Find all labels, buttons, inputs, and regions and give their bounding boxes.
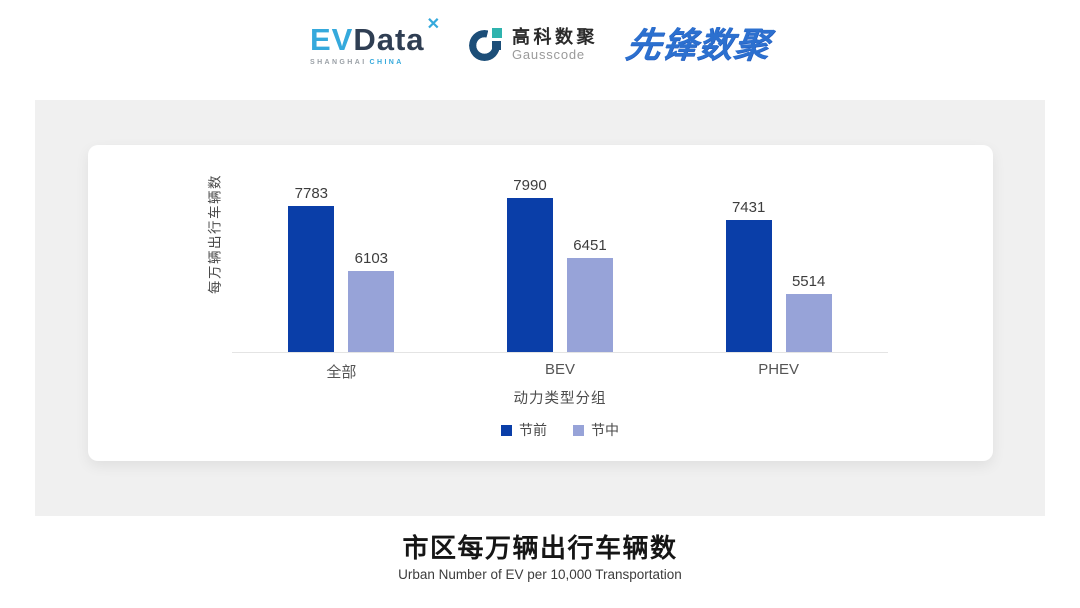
bar-节中-BEV (566, 257, 613, 352)
category-row: 全部 BEV PHEV (232, 361, 888, 382)
bar-value-label: 7783 (294, 185, 329, 203)
category-label-全部: 全部 (326, 364, 357, 381)
bar-wrap: 5514 (785, 191, 832, 352)
category-label-PHEV: PHEV (758, 361, 800, 378)
bar-wrap: 6103 (348, 191, 395, 352)
plot-area: 7783 6103 7990 6451 7431 5514 (232, 178, 888, 353)
bar-value-label: 6451 (573, 236, 607, 254)
bar-group-PHEV: 7431 5514 (725, 191, 832, 352)
gausscode-teal-square-shape (491, 28, 502, 38)
bar-节前-PHEV (725, 219, 772, 352)
evdata-china-text: CHINA (369, 59, 404, 66)
gausscode-en-text: Gausscode (511, 46, 585, 62)
legend-swatch-icon (501, 424, 512, 436)
bar-value-label: 7431 (731, 198, 766, 216)
evdata-logo: EV Data ✕ SHANGHAI CHINA (310, 17, 441, 67)
bar-节前-全部 (288, 206, 335, 352)
bar-value-label: 7990 (513, 177, 547, 195)
legend-label: 节前 (519, 422, 547, 438)
evdata-subcaption: SHANGHAI CHINA (310, 59, 441, 66)
x-axis-label: 动力类型分组 (513, 391, 607, 407)
y-axis-label: 每万辆出行车辆数 (207, 174, 223, 294)
bar-value-label: 5514 (791, 272, 826, 290)
bar-节前-BEV (506, 198, 553, 352)
bar-group-全部: 7783 6103 (288, 186, 395, 352)
legend-item-节前: 节前 (501, 420, 547, 440)
bar-wrap: 7783 (288, 186, 335, 352)
gausscode-cn-text: 高科数聚 (511, 27, 598, 48)
chart-panel: 每万辆出行车辆数 7783 6103 7990 6451 7431 5514 全部 BEV P… (35, 100, 1045, 516)
logo-bar: EV Data ✕ SHANGHAI CHINA 高科数聚 Gausscode 先锋数… (0, 17, 1080, 67)
gausscode-wordmark: 高科数聚 Gausscode (512, 27, 598, 63)
pioneer-logo: 先锋数聚 (623, 25, 773, 65)
bar-wrap: 6451 (566, 191, 613, 352)
legend-item-节中: 节中 (573, 420, 619, 440)
gausscode-g-icon (468, 28, 503, 62)
chart-card: 每万辆出行车辆数 7783 6103 7990 6451 7431 5514 全部 BEV P… (88, 145, 993, 461)
evdata-shanghai-text: SHANGHAI (310, 59, 367, 66)
gausscode-logo: 高科数聚 Gausscode (468, 27, 598, 63)
evdata-ev-text: EV (310, 22, 354, 57)
bar-wrap: 7431 (725, 191, 772, 352)
legend-label: 节中 (591, 422, 619, 438)
evdata-sparkle-icon: ✕ (426, 16, 441, 33)
legend-swatch-icon (573, 424, 584, 436)
gausscode-dark-square-shape (491, 41, 501, 50)
page-subtitle: Urban Number of EV per 10,000 Transporta… (398, 567, 682, 582)
evdata-wordmark: EV Data ✕ (310, 17, 441, 57)
evdata-data-text: Data (353, 22, 425, 57)
bar-wrap: 7990 (506, 178, 553, 352)
bar-group-BEV: 7990 6451 (506, 178, 613, 352)
bar-节中-全部 (348, 270, 395, 352)
category-label-BEV: BEV (544, 361, 575, 378)
bar-节中-PHEV (785, 293, 832, 352)
page-title: 市区每万辆出行车辆数 (402, 533, 678, 563)
legend: 节前 节中 (232, 420, 888, 440)
bar-value-label: 6103 (354, 249, 389, 267)
